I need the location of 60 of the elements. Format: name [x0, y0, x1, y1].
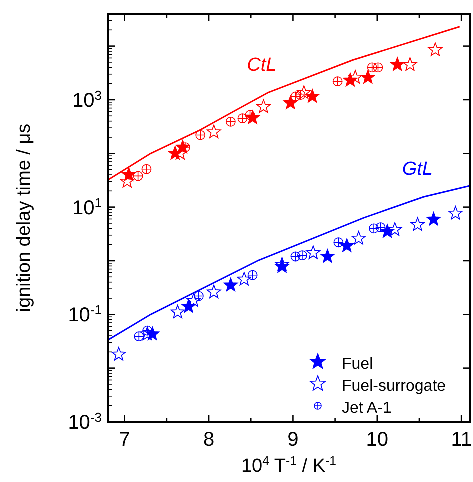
point: [112, 347, 126, 361]
line-series: [107, 26, 461, 181]
point: [306, 246, 321, 260]
point: [376, 222, 386, 232]
y-tick-label: 10$^{-1}$: [68, 302, 102, 327]
annotation: GtL: [402, 159, 434, 180]
point: [290, 252, 301, 262]
point: [380, 224, 395, 238]
point: [361, 70, 376, 84]
point: [142, 164, 152, 174]
point: [256, 100, 271, 114]
point: [352, 231, 366, 245]
point: [226, 116, 236, 127]
point: [237, 272, 252, 286]
x-tick-label: 10: [366, 429, 389, 451]
point: [284, 96, 298, 110]
line-series: [108, 185, 471, 341]
point: [290, 92, 301, 102]
point: [410, 217, 425, 232]
point: [332, 76, 343, 87]
point: [340, 238, 354, 252]
x-tick-label: 11: [451, 429, 472, 451]
point: [134, 332, 144, 342]
point: [390, 57, 405, 72]
point: [305, 89, 320, 103]
point: [448, 206, 463, 220]
point: [248, 270, 258, 280]
point: [428, 42, 443, 56]
point: [373, 62, 384, 73]
point: [140, 326, 155, 340]
point: [224, 278, 238, 292]
y-tick-label: 10$^{1}$: [72, 194, 102, 220]
x-tick-label: 7: [119, 429, 130, 451]
point: [320, 249, 335, 263]
point: [206, 284, 222, 298]
legend-label: Fuel-surrogate: [342, 378, 446, 395]
point: [369, 224, 379, 234]
point: [334, 238, 344, 248]
point: [170, 304, 185, 319]
point: [367, 62, 378, 73]
point: [297, 86, 312, 100]
point: [348, 70, 363, 84]
x-axis-title: 10$^{4}$ T$^{-1}$ / K$^{-1}$: [241, 454, 337, 477]
point: [206, 124, 222, 138]
point: [186, 294, 201, 308]
point: [388, 222, 402, 236]
annotation: CtL: [247, 54, 277, 76]
point: [196, 130, 206, 140]
x-tick-label: 8: [203, 429, 215, 451]
point: [426, 212, 441, 226]
x-tick-label: 9: [288, 429, 299, 451]
point: [238, 114, 248, 124]
point: [298, 250, 308, 261]
point: [403, 57, 418, 72]
legend-label: Jet A-1: [342, 400, 392, 417]
y-tick-label: 10$^{-3}$: [68, 410, 102, 434]
legend-label: Fuel: [342, 356, 374, 373]
y-axis-title: ignition delay time / μs: [14, 124, 35, 312]
point: [133, 171, 144, 182]
y-tick-label: 10$^{3}$: [72, 87, 102, 112]
